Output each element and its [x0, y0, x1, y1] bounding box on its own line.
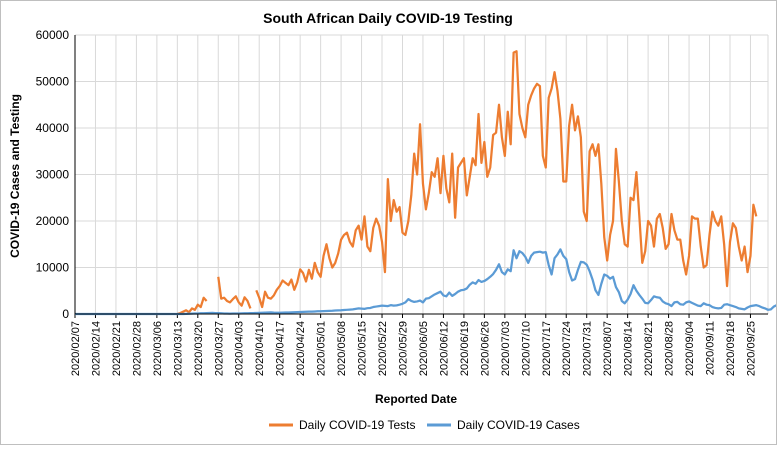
x-tick-label: 2020/05/29 [397, 321, 409, 376]
x-tick-label: 2020/07/24 [561, 321, 573, 376]
x-tick-label: 2020/09/11 [705, 321, 717, 375]
x-tick-label: 2020/07/10 [520, 321, 532, 376]
y-tick-label: 20000 [36, 214, 70, 228]
x-tick-label: 2020/08/28 [664, 321, 676, 376]
y-tick-label: 0 [62, 307, 69, 321]
legend-label: Daily COVID-19 Cases [457, 418, 580, 432]
y-tick-label: 30000 [36, 168, 70, 182]
x-tick-label: 2020/09/25 [745, 321, 757, 376]
y-tick-label: 60000 [36, 28, 70, 42]
x-tick-label: 2020/06/19 [459, 321, 471, 376]
x-axis-ticks: 2020/02/07 2020/02/14 2020/02/21 2020/02/28… [70, 314, 757, 376]
x-tick-label: 2020/07/03 [500, 321, 512, 376]
x-tick-label: 2020/03/06 [152, 321, 164, 376]
x-tick-label: 2020/09/18 [725, 321, 737, 376]
x-tick-label: 2020/07/31 [582, 321, 594, 376]
x-tick-label: 2020/05/15 [357, 321, 369, 376]
x-tick-label: 2020/03/27 [213, 321, 225, 376]
series-line [217, 276, 252, 309]
x-tick-label: 2020/05/01 [316, 321, 328, 376]
x-tick-label: 2020/02/07 [70, 321, 82, 376]
series-line [75, 248, 777, 316]
series-line [176, 296, 208, 316]
series-group [75, 50, 777, 316]
x-tick-label: 2020/05/08 [336, 321, 348, 376]
x-tick-label: 2020/06/12 [438, 321, 450, 376]
legend-item: Daily COVID-19 Cases [427, 418, 580, 432]
x-tick-label: 2020/03/20 [193, 321, 205, 376]
series-line [255, 50, 758, 309]
x-tick-label: 2020/03/13 [172, 321, 184, 376]
series-daily-cases [75, 248, 777, 316]
x-tick-label: 2020/09/04 [684, 321, 696, 376]
x-tick-label: 2020/04/17 [275, 321, 287, 376]
x-tick-label: 2020/04/24 [295, 321, 307, 376]
y-axis-label: COVID-19 Cases and Testing [8, 94, 22, 258]
series-daily-tests [176, 50, 758, 316]
chart-title: South African Daily COVID-19 Testing [263, 10, 513, 26]
x-tick-label: 2020/02/21 [111, 321, 123, 376]
x-tick-label: 2020/02/14 [90, 321, 102, 376]
x-tick-label: 2020/06/26 [479, 321, 491, 376]
x-tick-label: 2020/08/21 [643, 321, 655, 376]
y-tick-label: 50000 [36, 75, 70, 89]
x-tick-label: 2020/04/10 [254, 321, 266, 376]
x-tick-label: 2020/06/05 [418, 321, 430, 376]
x-tick-label: 2020/05/22 [377, 321, 389, 376]
x-tick-label: 2020/08/14 [623, 321, 635, 376]
legend-label: Daily COVID-19 Tests [299, 418, 415, 432]
y-tick-label: 40000 [36, 121, 70, 135]
legend: Daily COVID-19 Tests Daily COVID-19 Cases [269, 418, 580, 432]
x-tick-label: 2020/08/07 [602, 321, 614, 376]
x-axis-label: Reported Date [375, 392, 457, 406]
y-axis-ticks: 0 10000 20000 30000 40000 50000 60000 [36, 28, 70, 321]
x-tick-label: 2020/02/28 [131, 321, 143, 376]
y-tick-label: 10000 [36, 261, 70, 275]
x-tick-label: 2020/04/03 [234, 321, 246, 376]
legend-item: Daily COVID-19 Tests [269, 418, 415, 432]
x-tick-label: 2020/07/17 [541, 321, 553, 376]
